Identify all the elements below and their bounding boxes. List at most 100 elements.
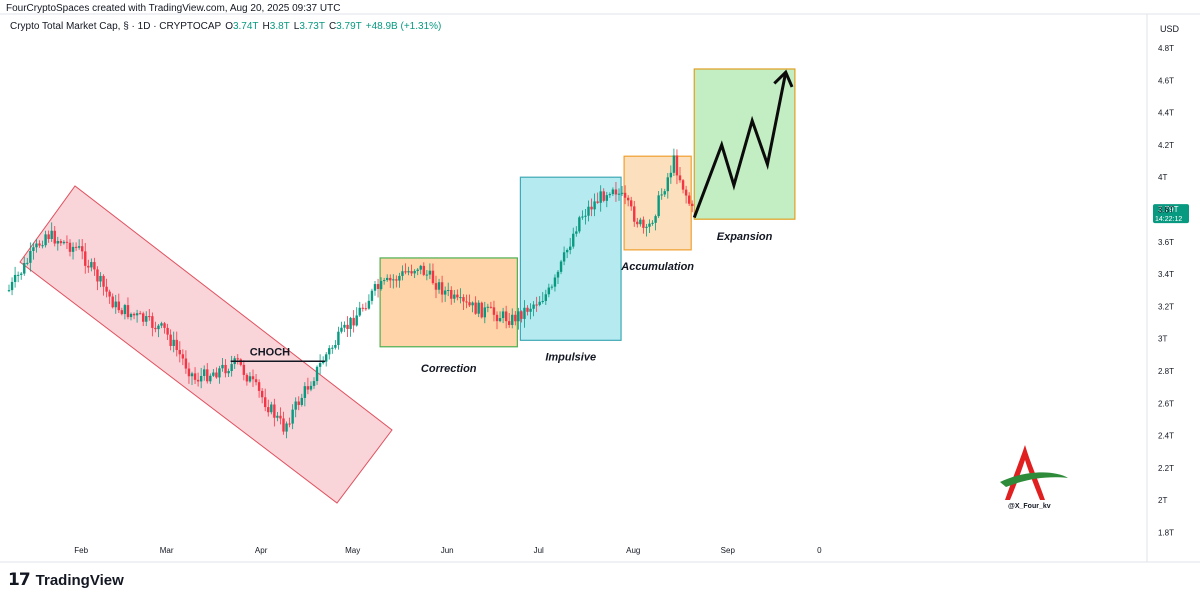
close-value: 3.79T xyxy=(336,21,362,32)
candle xyxy=(489,301,493,309)
candle-body xyxy=(596,201,599,203)
candle-body xyxy=(404,271,407,273)
candle-body xyxy=(434,283,438,290)
candle xyxy=(50,222,53,242)
candle xyxy=(306,377,310,395)
candle-body xyxy=(47,234,50,240)
candle xyxy=(462,294,465,311)
candle-body xyxy=(105,286,108,292)
candle-body xyxy=(675,155,679,176)
x-tick-label: Jun xyxy=(441,546,454,555)
candle-body xyxy=(236,358,239,360)
candle xyxy=(498,311,502,323)
candle-body xyxy=(129,313,133,318)
candle-body xyxy=(126,305,130,318)
candle xyxy=(248,372,252,383)
y-tick-label: 4.2T xyxy=(1158,141,1174,150)
candle xyxy=(193,367,197,384)
annotation-overlay: CHOCH Correction Impulsive Accumulation Expa… xyxy=(230,69,1189,500)
candle-body xyxy=(614,189,618,195)
candle xyxy=(245,373,249,386)
candle-body xyxy=(517,311,520,322)
candle-body xyxy=(26,262,29,264)
candle xyxy=(483,301,486,324)
candle-body xyxy=(413,270,416,274)
x-tick-label: Apr xyxy=(255,546,268,555)
high-value: 3.8T xyxy=(269,21,290,32)
candle-body xyxy=(279,415,282,419)
candle xyxy=(361,303,364,312)
candle xyxy=(190,371,194,386)
watermark-swoosh xyxy=(1000,472,1068,487)
candle-body xyxy=(410,271,413,274)
candle xyxy=(587,200,590,222)
candle-body xyxy=(593,201,596,210)
candle xyxy=(26,257,29,266)
candle-body xyxy=(639,219,642,225)
candle xyxy=(581,210,584,220)
candle-body xyxy=(550,286,554,288)
candle xyxy=(35,239,38,253)
x-tick-label: Jul xyxy=(534,546,544,555)
candle xyxy=(111,293,114,309)
candle xyxy=(135,309,139,323)
candle-body xyxy=(581,216,584,218)
candle-body xyxy=(608,194,612,196)
candle xyxy=(175,331,178,357)
candle-body xyxy=(297,401,300,405)
high-label: H xyxy=(262,21,270,32)
candle-body xyxy=(645,226,648,228)
candle-body xyxy=(489,306,493,308)
candle xyxy=(343,321,346,333)
candle-body xyxy=(590,206,593,210)
candle xyxy=(114,294,117,314)
candle xyxy=(81,239,84,260)
candle xyxy=(59,238,63,246)
candle xyxy=(684,185,688,204)
candle xyxy=(532,301,535,317)
candle-body xyxy=(38,243,41,246)
candle-body xyxy=(303,386,307,398)
candle xyxy=(526,305,529,316)
candle-body xyxy=(212,372,215,376)
candle-body xyxy=(221,364,224,369)
candle xyxy=(477,300,480,318)
candle-body xyxy=(541,300,544,302)
candle-body xyxy=(630,200,633,207)
candle-body xyxy=(99,275,102,282)
choch-label: CHOCH xyxy=(250,346,290,358)
symbol-name[interactable]: Crypto Total Market Cap, § · 1D · CRYPTO… xyxy=(10,21,222,32)
candle-body xyxy=(626,197,630,201)
candle-body xyxy=(148,316,151,318)
candle-body xyxy=(154,327,157,330)
ohlc-high: H3.8T xyxy=(263,21,290,32)
candle-body xyxy=(68,242,72,252)
candle-body xyxy=(306,386,310,390)
candle xyxy=(285,421,288,439)
candle-body xyxy=(468,302,471,306)
candle xyxy=(511,308,514,329)
candle-body xyxy=(392,279,395,281)
candle xyxy=(242,360,246,381)
candle-body xyxy=(254,379,258,383)
candle xyxy=(251,369,255,388)
candle xyxy=(666,173,669,199)
zone-label-expansion: Expansion xyxy=(717,231,773,243)
last-price-badge xyxy=(1153,204,1189,224)
candle-body xyxy=(10,281,14,291)
candle-body xyxy=(224,364,227,374)
candle xyxy=(639,217,642,227)
candle-body xyxy=(96,269,99,282)
candle-body xyxy=(288,423,291,425)
candle-body xyxy=(163,323,166,328)
candle-body xyxy=(181,354,185,359)
candle-body xyxy=(132,313,136,316)
zone-label-correction: Correction xyxy=(421,363,477,375)
candle-body xyxy=(654,216,657,223)
currency-label[interactable]: USD xyxy=(1160,24,1180,34)
candle xyxy=(495,311,499,330)
candle xyxy=(657,191,660,219)
tradingview-logo[interactable]: 17 TradingView xyxy=(8,570,124,590)
candle xyxy=(626,195,630,207)
